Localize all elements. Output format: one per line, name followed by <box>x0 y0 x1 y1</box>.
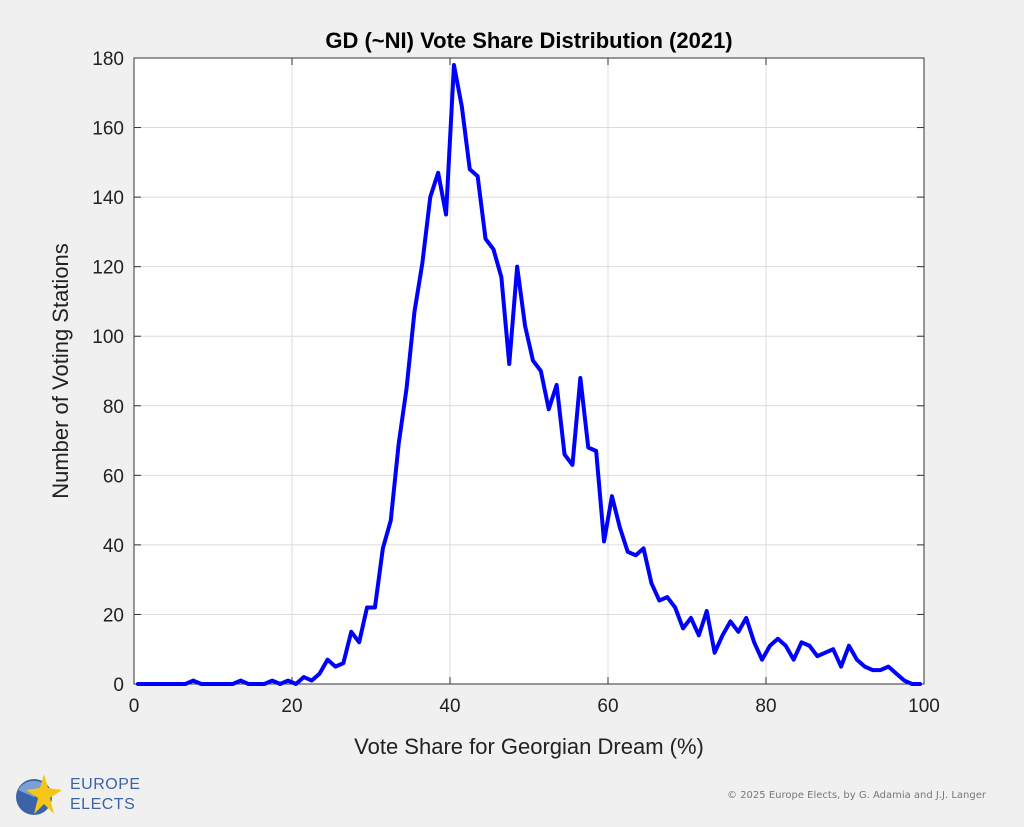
y-tick-label: 100 <box>92 327 124 348</box>
y-tick-label: 160 <box>92 119 124 140</box>
y-tick-label: 80 <box>103 397 124 418</box>
x-tick-label: 40 <box>439 696 460 717</box>
plot-border <box>133 57 925 685</box>
x-tick-label: 60 <box>597 696 618 717</box>
y-tick-label: 0 <box>113 675 124 696</box>
y-tick-label: 180 <box>92 49 124 70</box>
europe-elects-logo: EUROPE ELECTS <box>8 770 148 820</box>
chart-title: GD (~NI) Vote Share Distribution (2021) <box>325 28 732 53</box>
y-ticks: 0 20 40 60 80 100 120 140 160 180 <box>92 49 924 696</box>
star-logo-icon <box>16 774 62 815</box>
y-tick-label: 40 <box>103 536 124 557</box>
plot-area <box>134 58 924 684</box>
x-tick-label: 0 <box>129 696 140 717</box>
x-axis-label: Vote Share for Georgian Dream (%) <box>354 734 704 759</box>
series-line <box>135 62 923 686</box>
logo-line-2: ELECTS <box>70 796 136 813</box>
x-tick-label: 20 <box>281 696 302 717</box>
x-tick-label: 80 <box>755 696 776 717</box>
y-tick-label: 120 <box>92 258 124 279</box>
y-tick-label: 140 <box>92 188 124 209</box>
logo-line-1: EUROPE <box>70 776 141 793</box>
y-tick-label: 20 <box>103 605 124 626</box>
y-tick-label: 60 <box>103 466 124 487</box>
x-tick-label: 100 <box>908 696 940 717</box>
axes <box>133 57 925 685</box>
data-points <box>137 64 921 685</box>
y-axis-label: Number of Voting Stations <box>48 243 73 499</box>
x-ticks: 0 20 40 60 80 100 <box>129 58 940 717</box>
copyright-notice: © 2025 Europe Elects, by G. Adamia and J… <box>727 790 986 801</box>
